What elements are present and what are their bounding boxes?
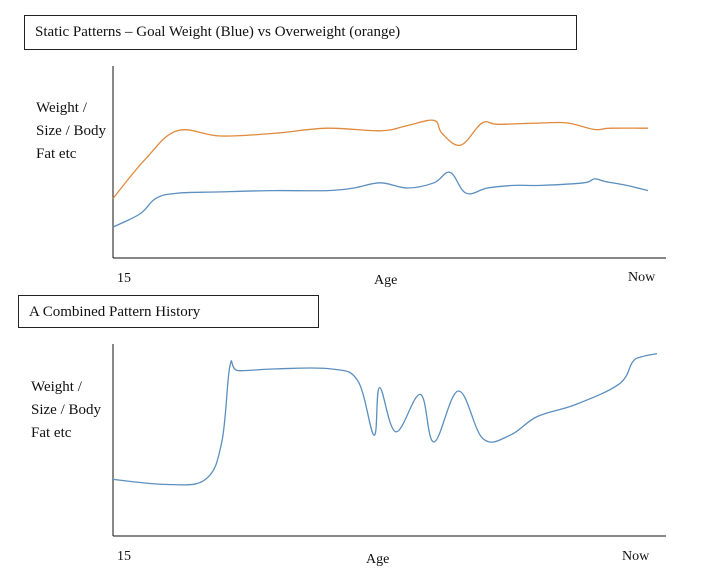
chart-2-xtick-start: 15 [117, 549, 131, 564]
chart-1-xtick-start: 15 [117, 271, 131, 286]
chart-1-xlabel: Age [374, 273, 398, 288]
chart-2-xlabel: Age [366, 552, 390, 567]
chart-2-series-1-line [112, 352, 658, 486]
chart-1-title: Static Patterns – Goal Weight (Blue) vs … [24, 15, 577, 50]
chart-1-ylabel: Weight / Size / Body Fat etc [36, 100, 106, 162]
chart-1-xtick-end: Now [628, 270, 656, 285]
chart-1-series-2-line [112, 119, 649, 199]
chart-1-series-1-line [112, 171, 649, 228]
chart-2-xtick-end: Now [622, 549, 650, 564]
chart-2-title: A Combined Pattern History [18, 295, 319, 328]
chart-2-ylabel: Weight / Size / Body Fat etc [31, 379, 101, 441]
